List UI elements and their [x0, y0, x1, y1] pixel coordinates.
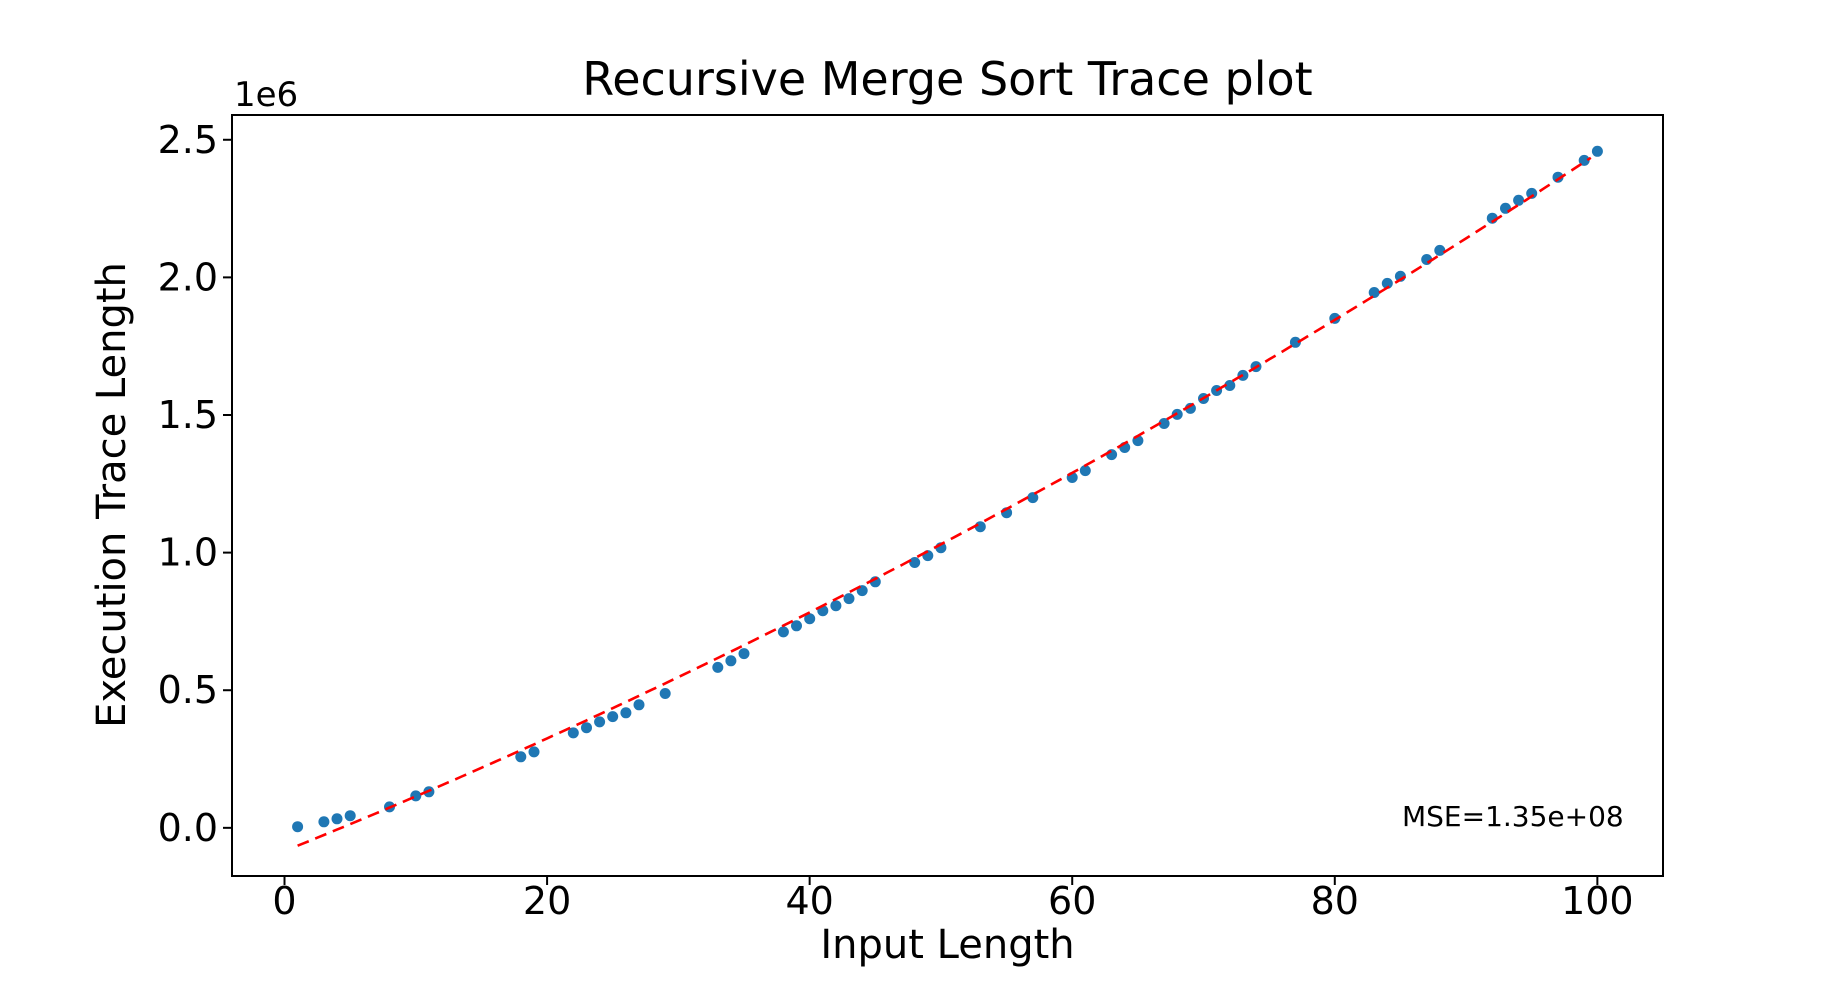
data-point — [1158, 418, 1170, 429]
data-point — [659, 688, 671, 699]
data-point — [1106, 449, 1118, 461]
data-point — [1368, 287, 1380, 298]
data-point — [633, 699, 645, 711]
data-point — [410, 790, 422, 802]
data-point — [1224, 380, 1236, 391]
y-tick-label: 0.5 — [158, 668, 218, 712]
data-point — [1289, 336, 1301, 348]
data-point — [1079, 465, 1091, 477]
y-axis-offset-text: 1e6 — [234, 75, 299, 115]
x-tick-label: 80 — [1311, 879, 1359, 923]
data-point — [331, 813, 343, 825]
x-tick-label: 100 — [1561, 879, 1634, 923]
data-point — [620, 707, 632, 719]
data-point — [528, 746, 540, 758]
data-point — [909, 557, 921, 568]
y-tick-label: 2.0 — [158, 255, 218, 299]
data-point — [1381, 277, 1393, 289]
x-axis-label: Input Length — [820, 922, 1075, 968]
data-point — [1513, 194, 1525, 206]
mse-annotation: MSE=1.35e+08 — [1402, 800, 1624, 833]
data-point — [712, 661, 724, 673]
y-tick-label: 2.5 — [158, 118, 218, 162]
data-point — [843, 593, 855, 605]
data-point — [1184, 402, 1196, 414]
y-axis-label: Execution Trace Length — [89, 262, 135, 728]
data-point — [344, 810, 356, 822]
data-point — [1027, 492, 1039, 504]
y-tick-label: 1.0 — [158, 531, 218, 575]
axes-box — [231, 114, 1664, 877]
data-point — [581, 722, 592, 734]
x-tick-label: 0 — [272, 879, 296, 923]
data-point — [1434, 244, 1446, 256]
x-tick-label: 20 — [523, 879, 571, 923]
x-tick-label: 60 — [1048, 879, 1096, 923]
y-tick-label: 0.0 — [158, 806, 218, 850]
data-point — [830, 600, 842, 612]
data-point — [318, 816, 330, 828]
data-point — [567, 727, 579, 739]
data-point — [594, 716, 606, 728]
y-tick-label: 1.5 — [158, 393, 218, 437]
data-point — [777, 626, 789, 638]
chart-title: Recursive Merge Sort Trace plot — [582, 52, 1313, 106]
x-tick-label: 40 — [785, 879, 833, 923]
data-point — [292, 821, 304, 833]
data-point — [804, 613, 816, 625]
fit-line — [297, 156, 1592, 847]
data-point — [1591, 145, 1603, 157]
data-point — [1526, 187, 1538, 199]
data-point — [515, 751, 527, 763]
data-point — [607, 711, 619, 723]
data-point — [1578, 154, 1590, 166]
data-point — [738, 648, 750, 660]
data-point — [791, 620, 802, 632]
data-point — [725, 655, 737, 667]
